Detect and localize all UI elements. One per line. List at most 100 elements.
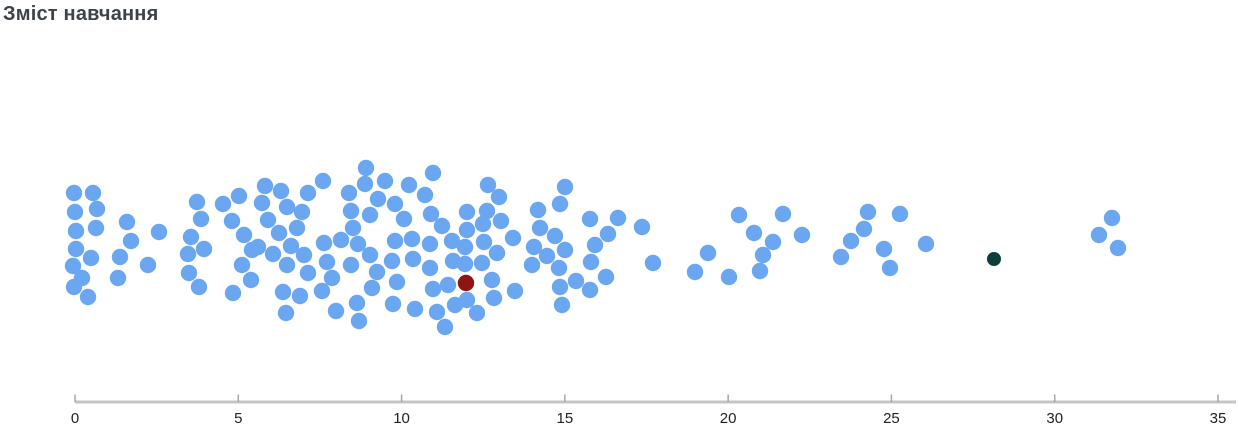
data-dot[interactable] [272, 182, 290, 200]
data-dot[interactable] [313, 282, 331, 300]
data-dot[interactable] [475, 233, 493, 251]
data-dot[interactable] [403, 230, 421, 248]
data-dot[interactable] [256, 177, 274, 195]
data-dot[interactable] [764, 233, 782, 251]
data-dot[interactable] [633, 218, 651, 236]
data-dot[interactable] [582, 253, 600, 271]
data-dot[interactable] [842, 232, 860, 250]
data-dot[interactable] [384, 295, 402, 313]
data-dot[interactable] [686, 263, 704, 281]
data-dot[interactable] [422, 205, 440, 223]
data-dot[interactable] [550, 259, 568, 277]
data-dot[interactable] [253, 194, 271, 212]
data-dot[interactable] [224, 284, 242, 302]
data-dot[interactable] [581, 210, 599, 228]
data-dot[interactable] [859, 203, 877, 221]
data-dot[interactable] [891, 205, 909, 223]
data-dot[interactable] [551, 195, 569, 213]
data-dot[interactable] [259, 211, 277, 229]
data-dot[interactable] [421, 259, 439, 277]
data-dot[interactable] [556, 241, 574, 259]
data-dot[interactable] [139, 256, 157, 274]
data-dot[interactable] [182, 228, 200, 246]
data-dot[interactable] [369, 190, 387, 208]
data-dot[interactable] [400, 176, 418, 194]
data-dot[interactable] [551, 278, 569, 296]
data-dot[interactable] [525, 238, 543, 256]
data-dot[interactable] [586, 236, 604, 254]
data-dot[interactable] [458, 203, 476, 221]
data-dot[interactable] [917, 235, 935, 253]
data-dot[interactable] [180, 264, 198, 282]
data-dot[interactable] [249, 238, 267, 256]
data-dot[interactable] [754, 246, 772, 264]
data-dot[interactable] [424, 164, 442, 182]
data-dot[interactable] [293, 203, 311, 221]
data-dot[interactable] [88, 200, 106, 218]
data-dot[interactable] [288, 219, 306, 237]
data-dot[interactable] [192, 210, 210, 228]
data-dot[interactable] [793, 226, 811, 244]
data-dot[interactable] [478, 202, 496, 220]
data-dot[interactable] [546, 227, 564, 245]
data-dot[interactable] [278, 256, 296, 274]
data-dot[interactable] [881, 259, 899, 277]
data-dot[interactable] [458, 221, 476, 239]
data-dot[interactable] [456, 238, 474, 256]
data-dot[interactable] [277, 304, 295, 322]
data-dot[interactable] [67, 222, 85, 240]
data-dot[interactable] [751, 262, 769, 280]
data-dot[interactable] [492, 212, 510, 230]
data-dot[interactable] [73, 269, 91, 287]
data-dot[interactable] [730, 206, 748, 224]
data-dot[interactable] [361, 246, 379, 264]
data-dot[interactable] [421, 235, 439, 253]
data-dot[interactable] [473, 254, 491, 272]
data-dot[interactable] [223, 212, 241, 230]
data-dot[interactable] [439, 276, 457, 294]
data-dot[interactable] [599, 225, 617, 243]
data-dot[interactable] [79, 288, 97, 306]
data-dot[interactable] [581, 281, 599, 299]
data-dot[interactable] [274, 283, 292, 301]
data-dot[interactable] [150, 223, 168, 241]
data-dot[interactable] [468, 304, 486, 322]
data-dot[interactable] [488, 244, 506, 262]
data-dot[interactable] [342, 202, 360, 220]
data-dot[interactable] [214, 195, 232, 213]
data-dot[interactable] [443, 232, 461, 250]
data-dot[interactable] [436, 318, 454, 336]
data-dot[interactable] [404, 250, 422, 268]
data-dot[interactable] [424, 280, 442, 298]
data-dot[interactable] [368, 263, 386, 281]
data-dot[interactable] [264, 245, 282, 263]
data-dot[interactable] [479, 176, 497, 194]
data-dot[interactable] [855, 220, 873, 238]
data-dot[interactable] [474, 215, 492, 233]
data-dot[interactable] [348, 294, 366, 312]
data-dot[interactable] [179, 245, 197, 263]
data-dot[interactable] [531, 219, 549, 237]
data-dot[interactable] [242, 271, 260, 289]
data-dot[interactable] [356, 175, 374, 193]
data-dot[interactable] [720, 268, 738, 286]
data-dot[interactable] [745, 224, 763, 242]
data-dot[interactable] [188, 193, 206, 211]
data-dot[interactable] [538, 247, 556, 265]
data-dot[interactable] [699, 244, 717, 262]
data-dot[interactable] [190, 278, 208, 296]
data-dot[interactable] [230, 187, 248, 205]
data-dot[interactable] [433, 217, 451, 235]
data-dot[interactable] [875, 240, 893, 258]
data-dot[interactable] [66, 203, 84, 221]
data-dot[interactable] [567, 272, 585, 290]
data-dot[interactable] [506, 282, 524, 300]
data-dot[interactable] [315, 234, 333, 252]
data-dot[interactable] [428, 303, 446, 321]
data-dot[interactable] [332, 231, 350, 249]
data-dot[interactable] [291, 287, 309, 305]
data-dot[interactable] [349, 235, 367, 253]
data-dot[interactable] [406, 300, 424, 318]
data-dot[interactable] [299, 264, 317, 282]
data-dot[interactable] [1090, 226, 1108, 244]
